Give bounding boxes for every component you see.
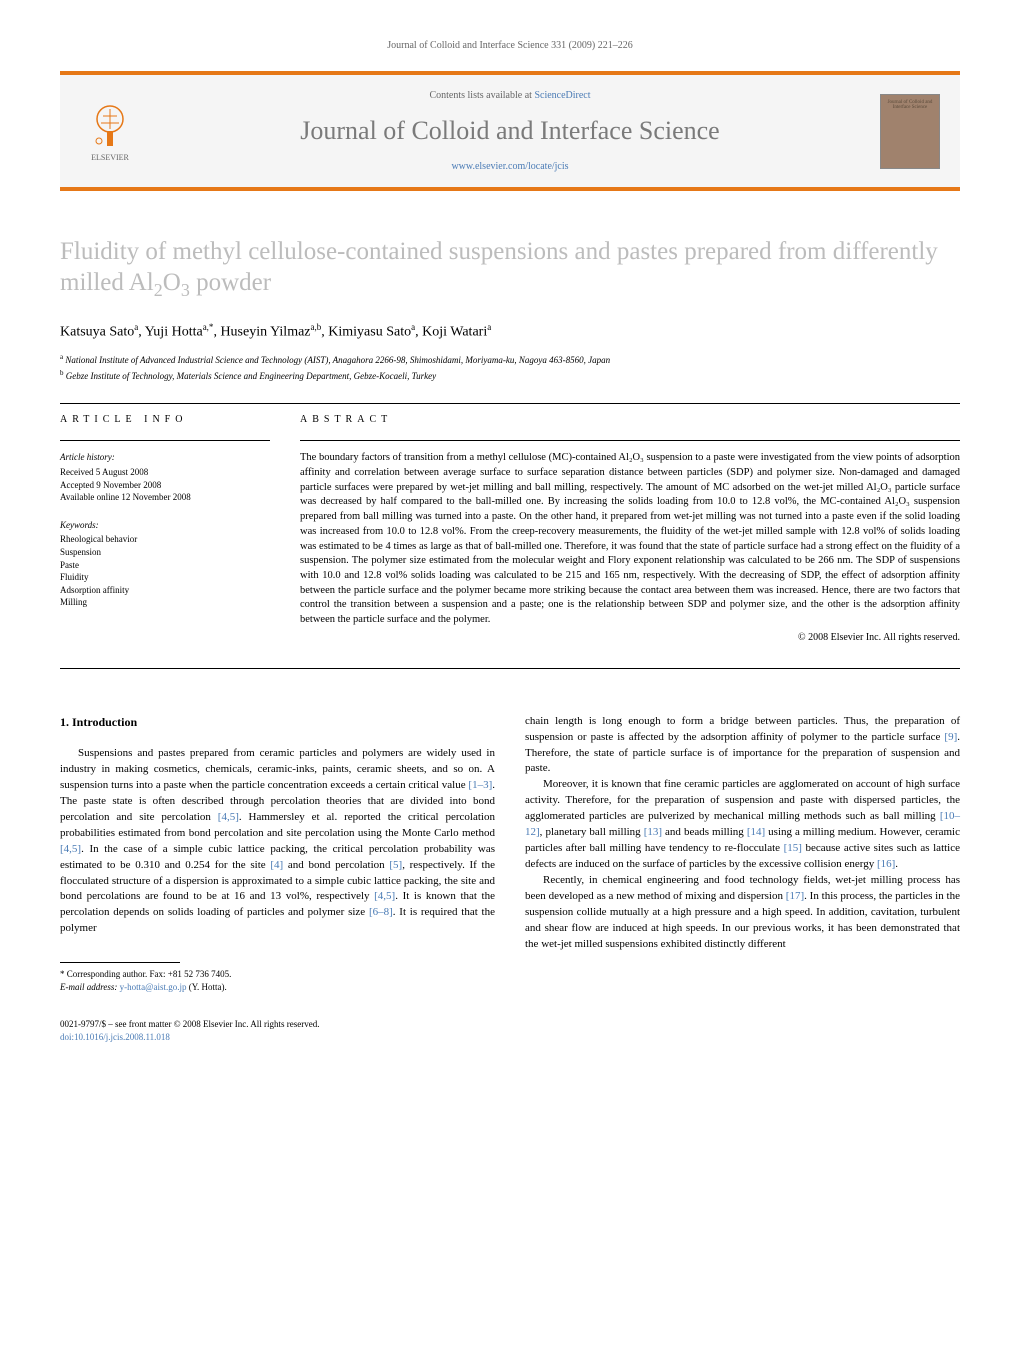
abstract-column: ABSTRACT The boundary factors of transit…	[300, 414, 960, 642]
journal-banner: ELSEVIER Contents lists available at Sci…	[60, 75, 960, 191]
keywords-label: Keywords:	[60, 519, 270, 532]
title-mid: O	[163, 269, 181, 296]
abstract-text: The boundary factors of transition from …	[300, 451, 960, 627]
journal-cover-thumbnail: Journal of Colloid and Interface Science	[880, 94, 940, 169]
title-post: powder	[190, 269, 271, 296]
intro-heading: 1. Introduction	[60, 714, 495, 731]
journal-name: Journal of Colloid and Interface Science	[140, 116, 880, 146]
email-label: E-mail address:	[60, 982, 120, 992]
contents-text: Contents lists available at	[429, 90, 534, 101]
ref-link[interactable]: [5]	[389, 859, 402, 871]
ref-link[interactable]: [4]	[270, 859, 283, 871]
divider-top	[60, 403, 960, 404]
keyword-item: Rheological behavior	[60, 533, 270, 546]
ref-link[interactable]: [13]	[644, 826, 662, 838]
keyword-item: Milling	[60, 596, 270, 609]
article-info-column: ARTICLE INFO Article history: Received 5…	[60, 414, 270, 642]
ref-link[interactable]: [9]	[944, 731, 957, 743]
affiliation-line: a National Institute of Advanced Industr…	[60, 352, 960, 368]
keyword-item: Fluidity	[60, 571, 270, 584]
body-columns: 1. Introduction Suspensions and pastes p…	[60, 714, 960, 1044]
elsevier-label: ELSEVIER	[91, 153, 129, 162]
affiliation-line: b Gebze Institute of Technology, Materia…	[60, 368, 960, 384]
ref-link[interactable]: [4,5]	[374, 890, 395, 902]
history-online: Available online 12 November 2008	[60, 491, 270, 504]
front-matter-line: 0021-9797/$ – see front matter © 2008 El…	[60, 1018, 495, 1031]
history-label: Article history:	[60, 451, 270, 464]
ref-link[interactable]: [16]	[877, 858, 895, 870]
bottom-info: 0021-9797/$ – see front matter © 2008 El…	[60, 1018, 495, 1043]
journal-url: www.elsevier.com/locate/jcis	[140, 161, 880, 172]
footnotes: * Corresponding author. Fax: +81 52 736 …	[60, 968, 495, 993]
body-paragraph-2: Moreover, it is known that fine ceramic …	[525, 777, 960, 873]
keyword-item: Suspension	[60, 546, 270, 559]
doi-line: doi:10.1016/j.jcis.2008.11.018	[60, 1031, 495, 1044]
body-paragraph-cont: chain length is long enough to form a br…	[525, 714, 960, 778]
sciencedirect-link[interactable]: ScienceDirect	[534, 90, 590, 101]
ref-link[interactable]: [17]	[786, 890, 804, 902]
article-history-block: Article history: Received 5 August 2008 …	[60, 451, 270, 503]
title-sub1: 2	[154, 280, 163, 300]
ref-link[interactable]: [14]	[747, 826, 765, 838]
ref-link[interactable]: [6–8]	[369, 906, 393, 918]
divider-bottom	[60, 668, 960, 669]
article-info-heading: ARTICLE INFO	[60, 414, 270, 425]
running-header: Journal of Colloid and Interface Science…	[60, 40, 960, 51]
elsevier-logo: ELSEVIER	[80, 96, 140, 166]
title-sub2: 3	[181, 280, 190, 300]
authors-line: Katsuya Satoa, Yuji Hottaa,*, Huseyin Yi…	[60, 322, 960, 341]
contents-line: Contents lists available at ScienceDirec…	[140, 90, 880, 101]
doi-label-link[interactable]: doi:	[60, 1032, 74, 1042]
keyword-item: Paste	[60, 559, 270, 572]
journal-url-link[interactable]: www.elsevier.com/locate/jcis	[451, 161, 568, 172]
cover-text: Journal of Colloid and Interface Science	[886, 100, 934, 110]
affiliations: a National Institute of Advanced Industr…	[60, 352, 960, 383]
doi-link[interactable]: 10.1016/j.jcis.2008.11.018	[74, 1032, 170, 1042]
footnote-divider	[60, 962, 180, 963]
history-received: Received 5 August 2008	[60, 466, 270, 479]
email-suffix: (Y. Hotta).	[186, 982, 226, 992]
ref-link[interactable]: [4,5]	[60, 843, 81, 855]
history-accepted: Accepted 9 November 2008	[60, 479, 270, 492]
info-divider-1	[60, 440, 270, 441]
banner-center: Contents lists available at ScienceDirec…	[140, 90, 880, 172]
abstract-copyright: © 2008 Elsevier Inc. All rights reserved…	[300, 632, 960, 643]
article-title: Fluidity of methyl cellulose-contained s…	[60, 236, 960, 302]
ref-link[interactable]: [15]	[784, 842, 802, 854]
info-abstract-row: ARTICLE INFO Article history: Received 5…	[60, 414, 960, 642]
left-column: 1. Introduction Suspensions and pastes p…	[60, 714, 495, 1044]
corresponding-author-note: * Corresponding author. Fax: +81 52 736 …	[60, 968, 495, 981]
email-line: E-mail address: y-hotta@aist.go.jp (Y. H…	[60, 981, 495, 994]
abstract-heading: ABSTRACT	[300, 414, 960, 425]
abstract-divider	[300, 440, 960, 441]
ref-link[interactable]: [10–12]	[525, 810, 960, 838]
ref-link[interactable]: [1–3]	[468, 779, 492, 791]
elsevier-tree-icon	[85, 101, 135, 151]
keywords-block: Keywords: Rheological behavior Suspensio…	[60, 519, 270, 609]
ref-link[interactable]: [4,5]	[218, 811, 239, 823]
body-paragraph-3: Recently, in chemical engineering and fo…	[525, 873, 960, 953]
keyword-item: Adsorption affinity	[60, 584, 270, 597]
email-link[interactable]: y-hotta@aist.go.jp	[120, 982, 187, 992]
intro-paragraph-1: Suspensions and pastes prepared from cer…	[60, 746, 495, 937]
right-column: chain length is long enough to form a br…	[525, 714, 960, 1044]
